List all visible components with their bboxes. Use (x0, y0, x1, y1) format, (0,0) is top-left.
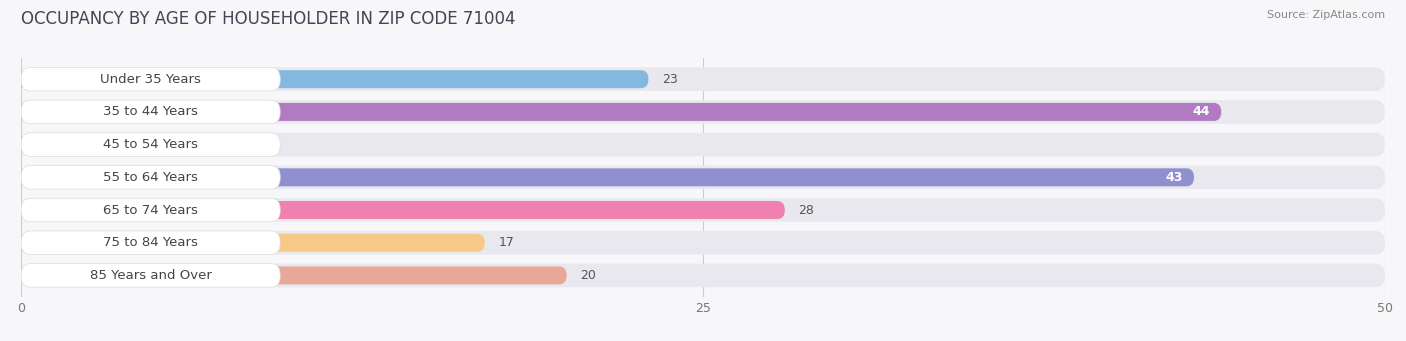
Text: 44: 44 (1192, 105, 1211, 118)
Text: 75 to 84 Years: 75 to 84 Years (103, 236, 198, 249)
Text: 23: 23 (662, 73, 678, 86)
Text: 20: 20 (581, 269, 596, 282)
Text: 17: 17 (499, 236, 515, 249)
FancyBboxPatch shape (21, 201, 785, 219)
Text: 65 to 74 Years: 65 to 74 Years (103, 204, 198, 217)
FancyBboxPatch shape (21, 165, 280, 189)
Text: 45 to 54 Years: 45 to 54 Years (103, 138, 198, 151)
Text: 35 to 44 Years: 35 to 44 Years (103, 105, 198, 118)
FancyBboxPatch shape (21, 68, 1385, 91)
Text: 8: 8 (253, 138, 262, 151)
Text: 43: 43 (1166, 171, 1182, 184)
FancyBboxPatch shape (21, 266, 567, 284)
FancyBboxPatch shape (21, 136, 239, 153)
Text: OCCUPANCY BY AGE OF HOUSEHOLDER IN ZIP CODE 71004: OCCUPANCY BY AGE OF HOUSEHOLDER IN ZIP C… (21, 10, 516, 28)
FancyBboxPatch shape (21, 103, 1222, 121)
FancyBboxPatch shape (21, 68, 280, 91)
FancyBboxPatch shape (21, 100, 280, 124)
FancyBboxPatch shape (21, 198, 1385, 222)
Text: 55 to 64 Years: 55 to 64 Years (103, 171, 198, 184)
FancyBboxPatch shape (21, 231, 280, 254)
Text: Source: ZipAtlas.com: Source: ZipAtlas.com (1267, 10, 1385, 20)
FancyBboxPatch shape (21, 231, 1385, 254)
FancyBboxPatch shape (21, 70, 648, 88)
FancyBboxPatch shape (21, 168, 1194, 186)
FancyBboxPatch shape (21, 198, 280, 222)
Text: 85 Years and Over: 85 Years and Over (90, 269, 211, 282)
Text: Under 35 Years: Under 35 Years (100, 73, 201, 86)
FancyBboxPatch shape (21, 100, 1385, 124)
FancyBboxPatch shape (21, 165, 1385, 189)
FancyBboxPatch shape (21, 264, 280, 287)
FancyBboxPatch shape (21, 133, 280, 157)
FancyBboxPatch shape (21, 264, 1385, 287)
FancyBboxPatch shape (21, 234, 485, 252)
Text: 28: 28 (799, 204, 814, 217)
FancyBboxPatch shape (21, 133, 1385, 157)
